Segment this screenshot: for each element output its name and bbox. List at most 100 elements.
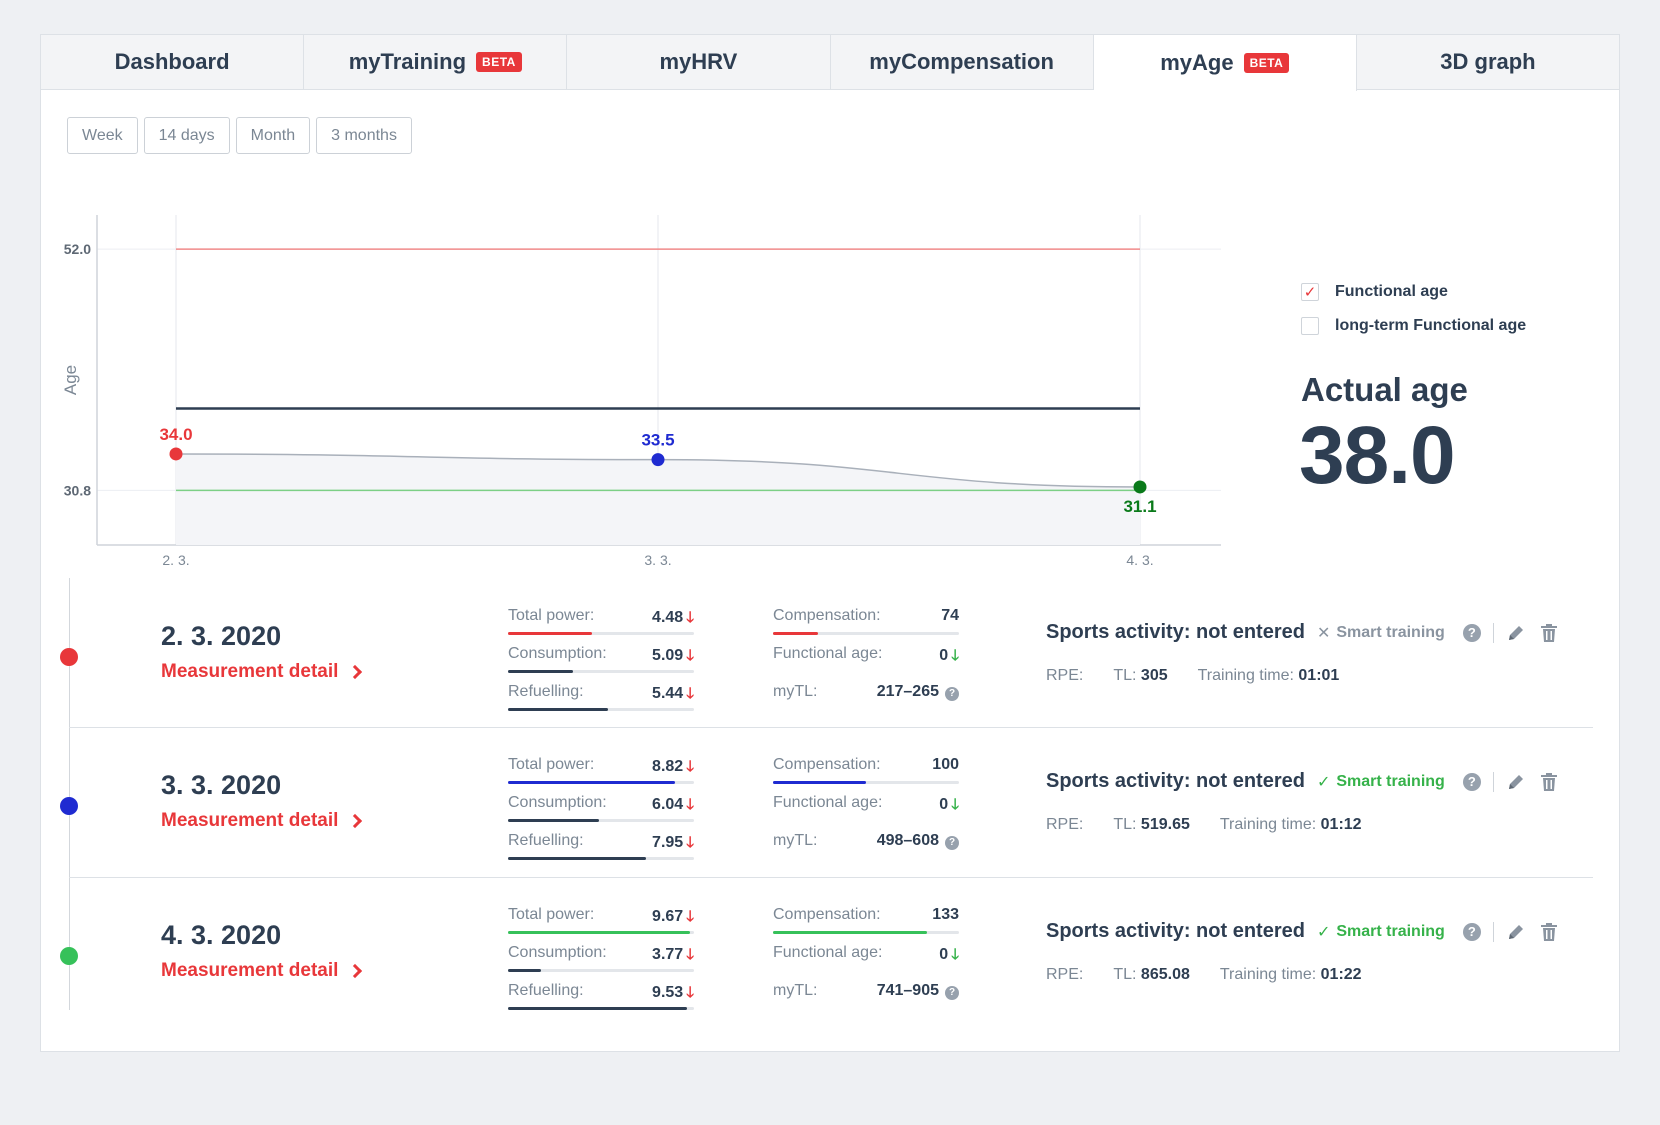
measurement-detail-link[interactable]: Measurement detail xyxy=(161,810,363,832)
consumption-metric: Consumption: 5.09 🡓 xyxy=(508,645,694,685)
measurement-detail-link[interactable]: Measurement detail xyxy=(161,960,363,982)
training-time-label: Training time: xyxy=(1219,966,1317,983)
period-14-days-button[interactable]: 14 days xyxy=(143,117,230,154)
compensation-value: 100 xyxy=(932,756,959,773)
functional-age-value: 0 xyxy=(939,647,949,664)
functional-age-chart: 34.0 33.5 31.1 52.0 30.8 2. 3. 3. 3. 4. 3. Age xyxy=(61,215,1221,568)
tab-3d-graph[interactable]: 3D graph xyxy=(1357,35,1619,89)
refuelling-label: Refuelling: xyxy=(508,832,584,849)
consumption-value-wrap: 3.77 🡓 xyxy=(652,944,694,969)
timeline-dot xyxy=(60,648,78,666)
compensation-label: Compensation: xyxy=(773,607,881,624)
consumption-value: 6.04 xyxy=(652,796,684,813)
tab-mycompensation[interactable]: myCompensation xyxy=(831,35,1094,89)
trash-icon[interactable] xyxy=(1540,623,1558,643)
functional-age-label: Functional age: xyxy=(773,794,883,811)
compensation-metric: Compensation: 133 xyxy=(773,906,959,946)
help-icon[interactable]: ? xyxy=(945,686,959,701)
measurement-row: 2. 3. 2020 Measurement detail Total powe… xyxy=(60,579,1593,729)
sports-activity: Sports activity: not entered ✕ Smart trai… xyxy=(1046,621,1572,644)
help-icon[interactable]: ? xyxy=(945,835,959,850)
smart-training-status[interactable]: ✓ Smart training xyxy=(1317,922,1445,942)
smart-training-label: Smart training xyxy=(1336,772,1445,790)
compensation-value: 133 xyxy=(932,906,959,923)
smart-training-status[interactable]: ✓ Smart training xyxy=(1317,772,1445,792)
compensation-bar xyxy=(773,931,959,934)
help-icon[interactable]: ? xyxy=(1462,772,1481,791)
tab-myage[interactable]: myAge BETA xyxy=(1093,35,1357,91)
arrow-down-icon: 🡓 xyxy=(686,609,694,626)
smart-training-label: Smart training xyxy=(1336,623,1445,641)
arrow-down-icon: 🡓 xyxy=(951,946,959,963)
data-label: 31.1 xyxy=(1123,497,1156,516)
refuelling-value-wrap: 5.44 🡓 xyxy=(652,683,694,708)
tab-dashboard[interactable]: Dashboard xyxy=(41,35,305,89)
functional-age-metric: Functional age: 0 🡓 xyxy=(773,794,959,834)
help-icon[interactable]: ? xyxy=(945,985,959,1000)
rpe-label: RPE: xyxy=(1046,966,1084,983)
compensation-bar xyxy=(773,632,959,635)
smart-training-status[interactable]: ✕ Smart training xyxy=(1317,623,1445,643)
measurement-detail-link[interactable]: Measurement detail xyxy=(161,661,363,683)
data-label: 33.5 xyxy=(641,431,674,450)
trash-icon[interactable] xyxy=(1540,772,1558,792)
arrow-down-icon: 🡓 xyxy=(686,984,694,1001)
rpe-label: RPE: xyxy=(1046,667,1084,684)
tl-label: TL: xyxy=(1113,966,1137,983)
arrow-down-icon: 🡓 xyxy=(686,796,694,813)
functional-age-value: 0 xyxy=(939,796,949,813)
measurement-detail-label: Measurement detail xyxy=(161,661,339,682)
measurement-row: 3. 3. 2020 Measurement detail Total powe… xyxy=(60,728,1593,878)
training-time-field: Training time: 01:22 xyxy=(1220,966,1362,984)
check-icon: ✓ xyxy=(1316,773,1331,791)
measurement-detail-label: Measurement detail xyxy=(161,810,339,831)
legend-functional-age[interactable]: ✓ Functional age xyxy=(1301,275,1526,309)
refuelling-bar-fill xyxy=(508,708,608,711)
period-week-button[interactable]: Week xyxy=(67,117,138,154)
compensation-value-wrap: 133 xyxy=(932,906,959,924)
tab-myhrv[interactable]: myHRV xyxy=(567,35,831,89)
beta-badge: BETA xyxy=(1243,53,1290,73)
training-time-label: Training time: xyxy=(1219,816,1317,833)
tl-field: TL: 305 xyxy=(1113,667,1167,685)
tab-label: myAge xyxy=(1160,50,1234,75)
checkbox-unchecked-icon[interactable] xyxy=(1301,317,1319,335)
consumption-label: Consumption: xyxy=(508,645,607,662)
functional-age-value-wrap: 0 🡓 xyxy=(939,794,959,819)
compensation-label: Compensation: xyxy=(773,906,881,923)
consumption-value-wrap: 5.09 🡓 xyxy=(652,645,694,670)
checkbox-checked-icon[interactable]: ✓ xyxy=(1301,283,1319,301)
mytl-value-wrap: 217–265? xyxy=(877,683,959,701)
help-icon[interactable]: ? xyxy=(1462,623,1481,642)
pencil-icon[interactable] xyxy=(1506,922,1526,942)
x-tick-label: 3. 3. xyxy=(644,552,671,568)
legend-long-term-functional-age[interactable]: long-term Functional age xyxy=(1301,309,1526,343)
period-3-months-button[interactable]: 3 months xyxy=(316,117,412,154)
pencil-icon[interactable] xyxy=(1506,772,1526,792)
refuelling-bar-fill xyxy=(508,857,646,860)
compensation-value-wrap: 74 xyxy=(941,607,959,625)
tab-label: myTraining xyxy=(348,49,467,74)
total-power-bar-fill xyxy=(508,931,690,934)
period-month-button[interactable]: Month xyxy=(235,117,311,154)
consumption-bar xyxy=(508,670,694,673)
tl-label: TL: xyxy=(1113,816,1137,833)
total-power-metric: Total power: 9.67 🡓 xyxy=(508,906,694,946)
sports-activity-text: Sports activity: not entered xyxy=(1046,621,1305,643)
arrow-down-icon: 🡓 xyxy=(951,647,959,664)
compensation-metric: Compensation: 74 xyxy=(773,607,959,647)
total-power-value-wrap: 9.67 🡓 xyxy=(652,906,694,931)
timeline-line xyxy=(69,578,70,1010)
refuelling-label: Refuelling: xyxy=(508,982,584,999)
functional-age-metric: Functional age: 0 🡓 xyxy=(773,645,959,685)
consumption-bar xyxy=(508,819,694,822)
functional-age-value-wrap: 0 🡓 xyxy=(939,645,959,670)
tab-mytraining[interactable]: myTraining BETA xyxy=(304,35,568,89)
toolbar-divider xyxy=(1492,921,1494,942)
smart-training-label: Smart training xyxy=(1336,922,1445,940)
refuelling-value-wrap: 9.53 🡓 xyxy=(652,982,694,1007)
pencil-icon[interactable] xyxy=(1506,623,1526,643)
help-icon[interactable]: ? xyxy=(1462,922,1481,941)
trash-icon[interactable] xyxy=(1540,922,1558,942)
mytl-metric: myTL: 741–905? xyxy=(773,982,959,1022)
